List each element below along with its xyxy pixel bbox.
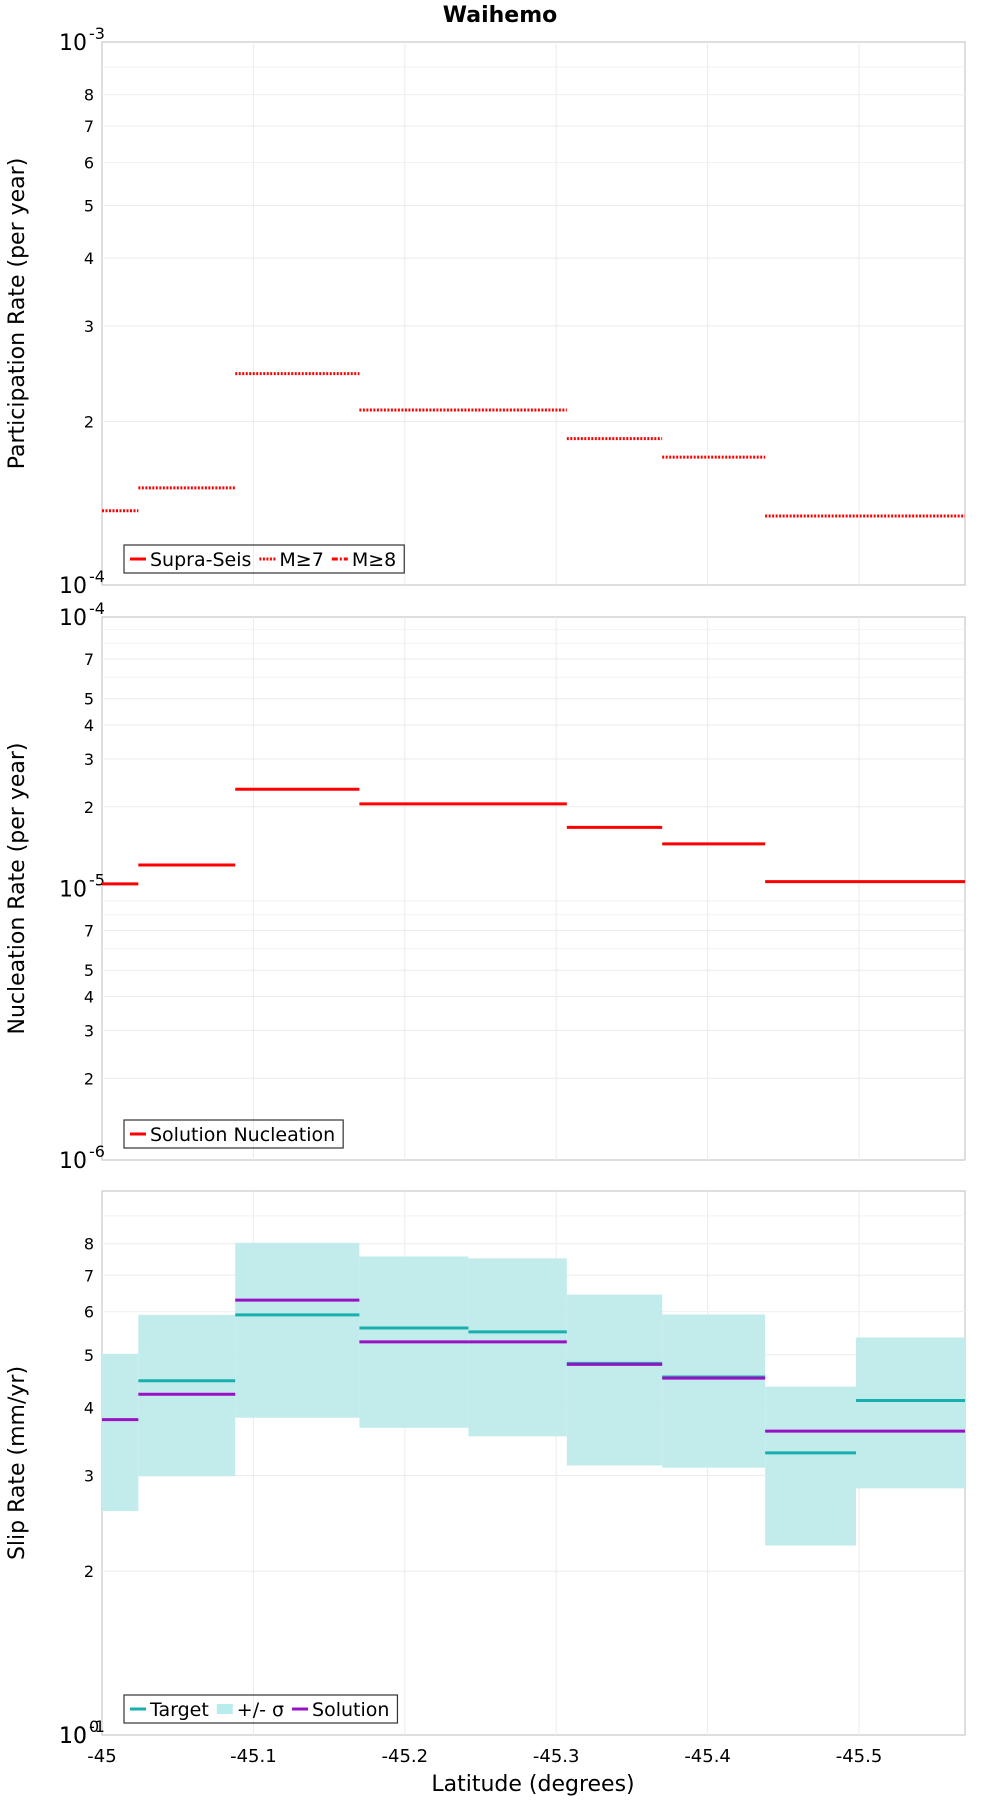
sigma-band xyxy=(102,1242,965,1546)
y-major-tick-exponent: -3 xyxy=(89,24,105,43)
y-major-tick-label: 10 xyxy=(59,606,87,631)
grid xyxy=(102,617,965,1160)
y-major-tick-exponent: -6 xyxy=(89,1142,105,1161)
y-tick-label: 2 xyxy=(84,1562,94,1581)
legend-label: M≥8 xyxy=(352,549,396,571)
legend-box xyxy=(123,544,405,574)
plot-area xyxy=(101,616,966,1161)
y-tick-label: 3 xyxy=(84,317,94,336)
y-major-tick-exponent: 0 xyxy=(89,1717,99,1736)
x-axis-label: Latitude (degrees) xyxy=(431,1772,634,1797)
legend: Supra-Seis M≥7 M≥8 xyxy=(123,544,405,574)
y-tick-label: 8 xyxy=(84,86,94,105)
series-solution-nucleation xyxy=(102,787,965,886)
y-major-tick-label: 10 xyxy=(59,574,87,599)
sigma-band-rect xyxy=(468,1258,567,1437)
y-tick-label: 3 xyxy=(84,1021,94,1040)
y-major-tick-label: 10 xyxy=(59,31,87,56)
x-tick-label: -45.5 xyxy=(836,1746,883,1767)
y-tick-label: 4 xyxy=(84,988,94,1007)
x-tick-label: -45.1 xyxy=(230,1746,277,1767)
legend-label: Solution Nucleation xyxy=(150,1124,335,1146)
y-tick-label: 8 xyxy=(84,1235,94,1254)
legend-box xyxy=(123,1694,399,1724)
y-tick-label: 7 xyxy=(84,650,94,669)
y-tick-label: 5 xyxy=(84,1346,94,1365)
y-major-tick-exponent: -1 xyxy=(89,1717,105,1736)
grid xyxy=(102,42,965,585)
legend-swatch xyxy=(216,1704,233,1714)
y-tick-label: 5 xyxy=(84,690,94,709)
plot-area xyxy=(101,41,966,586)
y-tick-label: 5 xyxy=(84,961,94,980)
legend-label: M≥7 xyxy=(279,549,323,571)
legend: Target +/- σ Solution xyxy=(123,1694,399,1724)
sigma-band-rect xyxy=(566,1294,663,1466)
y-tick-label: 2 xyxy=(84,413,94,432)
legend-box xyxy=(123,1119,344,1149)
y-tick-label: 7 xyxy=(84,922,94,941)
y-major-tick-exponent: -5 xyxy=(89,871,105,890)
y-major-tick-label: 10 xyxy=(59,878,87,903)
y-major-tick-exponent: -4 xyxy=(89,567,105,586)
sigma-band-rect xyxy=(662,1314,766,1468)
series-solution xyxy=(102,1298,965,1433)
y-tick-label: 6 xyxy=(84,153,94,172)
sigma-band-rect xyxy=(102,1353,139,1512)
y-tick-label: 5 xyxy=(84,196,94,215)
y-tick-label: 6 xyxy=(84,1303,94,1322)
y-tick-label: 4 xyxy=(84,249,94,268)
sigma-band-rect xyxy=(855,1337,965,1489)
x-tick-label: -45.4 xyxy=(684,1746,731,1767)
y-axis-label: Participation Rate (per year) xyxy=(5,158,30,470)
y-major-tick-label: 10 xyxy=(59,1149,87,1174)
y-tick-label: 3 xyxy=(84,750,94,769)
y-major-tick-label: 10 xyxy=(59,1724,87,1749)
y-tick-label: 7 xyxy=(84,117,94,136)
legend-label: Target xyxy=(149,1699,209,1721)
legend-label: Solution xyxy=(312,1699,389,1721)
sigma-band-rect xyxy=(765,1386,856,1546)
y-tick-label: 7 xyxy=(84,1266,94,1285)
y-tick-label: 2 xyxy=(84,1069,94,1088)
x-tick-label: -45 xyxy=(87,1746,116,1767)
y-tick-label: 4 xyxy=(84,1398,94,1417)
y-axis-label: Slip Rate (mm/yr) xyxy=(5,1366,30,1560)
legend: Solution Nucleation xyxy=(123,1119,344,1149)
legend-symbol xyxy=(216,1704,233,1714)
x-tick-label: -45.2 xyxy=(382,1746,429,1767)
y-major-tick-label: 10 xyxy=(59,1724,87,1749)
y-tick-label: 3 xyxy=(84,1466,94,1485)
sigma-band-rect xyxy=(235,1242,360,1418)
chart-title: Waihemo xyxy=(443,3,558,28)
legend-label: +/- σ xyxy=(237,1699,284,1721)
y-tick-label: 2 xyxy=(84,798,94,817)
x-axis: -45 -45.1 -45.2 -45.3 -45.4 -45.5 xyxy=(87,1746,882,1767)
y-tick-label: 4 xyxy=(84,716,94,735)
y-axis-label: Nucleation Rate (per year) xyxy=(5,743,30,1035)
legend-label: Supra-Seis xyxy=(150,549,251,571)
series-supra-seis xyxy=(102,372,965,518)
x-tick-label: -45.3 xyxy=(533,1746,580,1767)
y-major-tick-exponent: -4 xyxy=(89,599,105,618)
